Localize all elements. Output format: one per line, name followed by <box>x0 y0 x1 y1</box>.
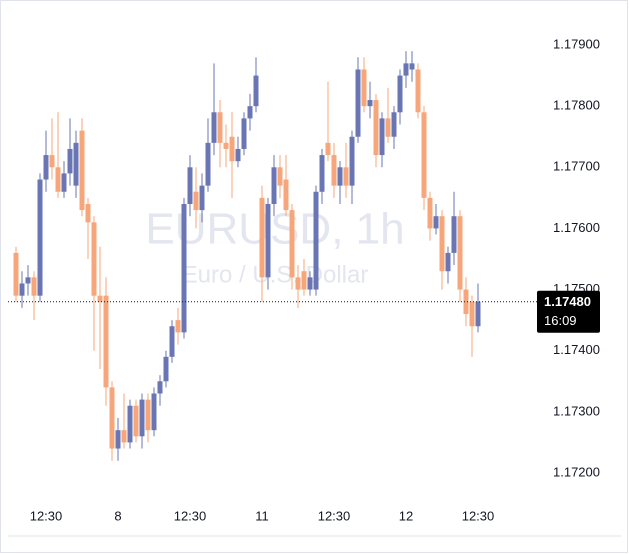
candle-body <box>343 167 349 186</box>
candle-body <box>385 118 391 137</box>
last-price-label: 1.17480 <box>544 294 591 309</box>
x-tick-label: 12 <box>399 508 413 523</box>
candle-body <box>187 167 193 204</box>
candle-body <box>433 216 439 229</box>
candle-body <box>151 393 157 431</box>
y-tick-label: 1.17900 <box>553 36 600 51</box>
candle-body <box>253 75 259 107</box>
candle-body <box>427 197 433 229</box>
candle-body <box>475 301 481 327</box>
x-tick-label: 12:30 <box>30 508 63 523</box>
candle-body <box>193 191 199 211</box>
candle-body <box>397 75 403 113</box>
y-tick-label: 1.17800 <box>553 98 600 113</box>
candle-body <box>43 155 49 180</box>
candle-body <box>235 148 241 162</box>
candle-body <box>25 277 31 284</box>
candle-body <box>271 167 277 204</box>
candle-body <box>307 277 313 290</box>
candle-body <box>55 167 61 192</box>
candle-body <box>19 283 25 296</box>
candle-body <box>265 203 271 278</box>
y-tick-label: 1.17400 <box>553 342 600 357</box>
candle-body <box>295 277 301 290</box>
candle-body <box>67 148 73 174</box>
candle-body <box>469 301 475 327</box>
candle-body <box>331 155 337 186</box>
candle-body <box>259 197 265 278</box>
candle-body <box>367 100 373 107</box>
candle-body <box>451 216 457 253</box>
candle-body <box>103 295 109 388</box>
candle-body <box>49 155 55 168</box>
x-tick-label: 8 <box>114 508 121 523</box>
candle-body <box>37 179 43 296</box>
candle-body <box>337 167 343 186</box>
countdown-label: 16:09 <box>544 313 577 328</box>
candle-body <box>319 155 325 192</box>
candle-body <box>85 203 91 223</box>
candle-body <box>421 112 427 198</box>
candle-body <box>241 118 247 149</box>
candle-body <box>445 252 451 272</box>
candle-body <box>301 271 307 290</box>
candle-body <box>415 69 421 113</box>
y-tick-label: 1.17700 <box>553 159 600 174</box>
candle-body <box>355 69 361 137</box>
candle-body <box>181 203 187 333</box>
candle-body <box>283 179 289 211</box>
x-tick-label: 12:30 <box>462 508 495 523</box>
candle-body <box>379 118 385 156</box>
candle-body <box>79 130 85 211</box>
candle-body <box>313 191 319 290</box>
candle-body <box>13 252 19 296</box>
candle-body <box>361 69 367 107</box>
candle-body <box>31 277 37 296</box>
candle-body <box>61 173 67 192</box>
candle-body <box>457 216 463 290</box>
candle-body <box>373 100 379 156</box>
candle-body <box>97 295 103 302</box>
candle-body <box>121 430 127 443</box>
x-tick-label: 12:30 <box>174 508 207 523</box>
candle-body <box>247 106 253 119</box>
candle-body <box>163 356 169 382</box>
candle-body <box>205 142 211 186</box>
candle-body <box>289 210 295 278</box>
candle-body <box>145 399 151 431</box>
candle-body <box>325 142 331 156</box>
candle-body <box>439 216 445 272</box>
y-tick-label: 1.17600 <box>553 220 600 235</box>
candle-body <box>139 399 145 437</box>
candle-body <box>349 136 355 186</box>
candle-body <box>109 387 115 449</box>
candle-body <box>409 63 415 70</box>
candle-body <box>229 136 235 162</box>
candle-body <box>175 320 181 333</box>
candle-body <box>133 405 139 437</box>
candle-body <box>403 63 409 76</box>
candle-body <box>115 430 121 449</box>
candle-body <box>463 289 469 315</box>
candle-body <box>217 112 223 143</box>
candle-body <box>211 112 217 143</box>
last-price-box <box>537 290 600 333</box>
candle-body <box>127 405 133 443</box>
watermark-subtitle: Euro / U.S. Dollar <box>182 261 369 288</box>
x-tick-label: 11 <box>255 508 269 523</box>
watermark-title: EURUSD, 1h <box>145 205 404 254</box>
candle-body <box>73 142 79 186</box>
candle-body <box>391 112 397 137</box>
x-tick-label: 12:30 <box>318 508 351 523</box>
y-tick-label: 1.17300 <box>553 403 600 418</box>
candle-body <box>223 142 229 149</box>
candle-body <box>277 167 283 186</box>
candle-body <box>157 381 163 394</box>
candle-body <box>169 326 175 357</box>
candle-body <box>199 185 205 211</box>
y-tick-label: 1.17200 <box>553 464 600 479</box>
candle-body <box>91 222 97 296</box>
